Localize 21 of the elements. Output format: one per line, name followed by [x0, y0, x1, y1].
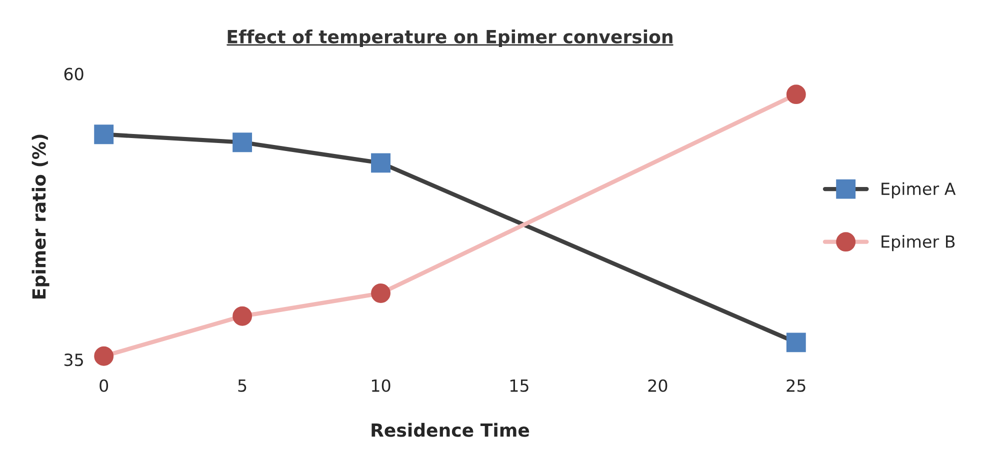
- y-tick-label: 60: [64, 68, 84, 80]
- x-tick-label: 10: [372, 379, 390, 392]
- y-tick-label: 35: [64, 354, 83, 366]
- legend-label: Epimer B: [882, 235, 955, 252]
- legend-label: Epimer A: [882, 182, 956, 198]
- point: [94, 124, 114, 144]
- point: [786, 84, 806, 104]
- x-tick-label: 5: [238, 380, 246, 392]
- point: [371, 284, 390, 303]
- point: [786, 332, 806, 352]
- y-axis-title: Epimer ratio (%): [32, 134, 50, 298]
- x-tick-label: 20: [648, 379, 668, 392]
- x-axis-title: Residence Time: [372, 422, 530, 437]
- point: [371, 153, 390, 173]
- x-tick-label: 25: [786, 379, 806, 392]
- point: [232, 132, 252, 152]
- point: [94, 346, 114, 366]
- x-tick-label: 15: [510, 380, 528, 392]
- chart-title: Effect of temperature on Epimer conversion: [228, 29, 672, 47]
- point: [232, 306, 252, 326]
- x-tick-label: 0: [100, 379, 108, 392]
